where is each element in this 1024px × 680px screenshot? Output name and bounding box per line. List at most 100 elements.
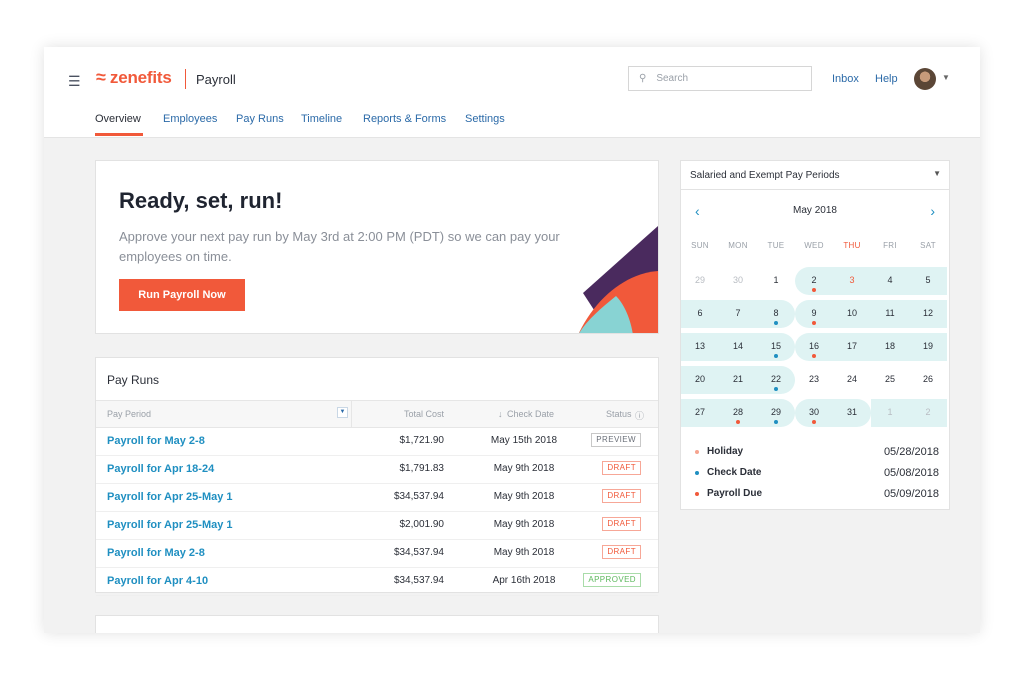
tab-pay-runs[interactable]: Pay Runs xyxy=(236,113,284,125)
calendar-day[interactable]: 28 xyxy=(719,399,757,427)
calendar-day[interactable]: 23 xyxy=(795,366,833,394)
calendar-day[interactable]: 29 xyxy=(757,399,795,427)
pay-period-link[interactable]: Payroll for May 2-8 xyxy=(107,435,205,447)
tab-employees[interactable]: Employees xyxy=(163,113,218,125)
calendar-day-number: 25 xyxy=(884,374,895,384)
pay-period-link[interactable]: Payroll for Apr 4-10 xyxy=(107,575,209,587)
column-status[interactable]: Status xyxy=(606,409,632,419)
menu-icon[interactable]: ☰ xyxy=(68,73,81,89)
calendar-day[interactable]: 10 xyxy=(833,300,871,328)
active-tab-indicator xyxy=(95,133,143,136)
tab-settings[interactable]: Settings xyxy=(465,113,505,125)
check-date: Apr 16th 2018 xyxy=(492,575,556,586)
table-row[interactable]: Payroll for Apr 25-May 1 $2,001.90 May 9th… xyxy=(96,511,658,540)
pay-period-link[interactable]: Payroll for Apr 25-May 1 xyxy=(107,519,233,531)
pay-period-select[interactable]: Salaried and Exempt Pay Periods ▼ xyxy=(681,161,949,190)
table-row[interactable]: Payroll for Apr 25-May 1 $34,537.94 May 9t… xyxy=(96,483,658,512)
run-payroll-button[interactable]: Run Payroll Now xyxy=(119,279,245,311)
chevron-down-icon[interactable]: ▼ xyxy=(942,73,950,82)
column-pay-period[interactable]: Pay Period xyxy=(107,409,152,419)
column-check-date[interactable]: Check Date xyxy=(507,409,555,419)
event-dot-icon xyxy=(812,354,816,358)
calendar-day[interactable]: 1 xyxy=(871,399,909,427)
pay-period-highlight xyxy=(795,399,871,427)
zenefits-logo-mark-icon: ≈ xyxy=(96,67,106,87)
calendar-day[interactable]: 1 xyxy=(757,267,795,295)
column-total-cost[interactable]: Total Cost xyxy=(404,409,445,419)
event-dot-icon xyxy=(736,420,740,424)
calendar-day[interactable]: 22 xyxy=(757,366,795,394)
calendar-day[interactable]: 15 xyxy=(757,333,795,361)
column-divider xyxy=(351,401,352,427)
calendar-day[interactable]: 6 xyxy=(681,300,719,328)
calendar-day-number: 19 xyxy=(922,341,933,351)
help-link[interactable]: Help xyxy=(875,73,898,85)
calendar-day[interactable]: 20 xyxy=(681,366,719,394)
table-row[interactable]: Payroll for May 2-8 $1,721.90 May 15th 201… xyxy=(96,427,658,456)
calendar-day-number: 12 xyxy=(922,308,933,318)
calendar-day-number: 16 xyxy=(808,341,819,351)
calendar-day[interactable]: 14 xyxy=(719,333,757,361)
calendar-day[interactable]: 18 xyxy=(871,333,909,361)
table-row[interactable]: Payroll for Apr 18-24 $1,791.83 May 9th 20… xyxy=(96,455,658,484)
pay-period-link[interactable]: Payroll for Apr 18-24 xyxy=(107,463,215,475)
pay-period-highlight xyxy=(795,300,947,328)
legend-date: 05/09/2018 xyxy=(883,488,939,500)
calendar-day[interactable]: 29 xyxy=(681,267,719,295)
inbox-link[interactable]: Inbox xyxy=(832,73,859,85)
calendar-day[interactable]: 3 xyxy=(833,267,871,295)
calendar-day[interactable]: 21 xyxy=(719,366,757,394)
table-row[interactable]: Payroll for May 2-8 $34,537.94 May 9th 201… xyxy=(96,539,658,568)
calendar-day[interactable]: 24 xyxy=(833,366,871,394)
calendar-day[interactable]: 31 xyxy=(833,399,871,427)
calendar-day[interactable]: 17 xyxy=(833,333,871,361)
calendar-day[interactable]: 26 xyxy=(909,366,947,394)
calendar-day[interactable]: 12 xyxy=(909,300,947,328)
event-dot-icon xyxy=(774,420,778,424)
search-box[interactable]: ⚲ xyxy=(628,66,812,91)
total-cost: $34,537.94 xyxy=(393,491,444,502)
weekday-label: WED xyxy=(804,241,824,250)
legend-dot-icon xyxy=(695,450,699,454)
tab-reports-forms[interactable]: Reports & Forms xyxy=(363,113,447,125)
calendar-day[interactable]: 2 xyxy=(795,267,833,295)
calendar-day[interactable]: 25 xyxy=(871,366,909,394)
calendar-day[interactable]: 5 xyxy=(909,267,947,295)
pay-period-link[interactable]: Payroll for May 2-8 xyxy=(107,547,205,559)
calendar-day-number: 7 xyxy=(735,308,741,318)
zenefits-logo[interactable]: ≈ zenefits xyxy=(96,67,172,88)
check-date: May 9th 2018 xyxy=(493,463,555,474)
filter-dropdown-icon[interactable]: ▼ xyxy=(337,407,348,418)
calendar-day[interactable]: 27 xyxy=(681,399,719,427)
avatar[interactable] xyxy=(914,68,936,90)
calendar-day-number: 1 xyxy=(773,275,779,285)
logo-divider xyxy=(185,69,186,89)
calendar-day[interactable]: 30 xyxy=(719,267,757,295)
calendar-day[interactable]: 13 xyxy=(681,333,719,361)
calendar-day-number: 29 xyxy=(694,275,705,285)
hero-description: Approve your next pay run by May 3rd at … xyxy=(119,229,560,264)
calendar-day[interactable]: 11 xyxy=(871,300,909,328)
previous-month-button[interactable]: ‹ xyxy=(695,203,700,219)
tab-overview[interactable]: Overview xyxy=(95,113,141,125)
calendar-day[interactable]: 2 xyxy=(909,399,947,427)
info-icon[interactable]: ⓘ xyxy=(635,411,645,421)
calendar-day[interactable]: 30 xyxy=(795,399,833,427)
tab-timeline[interactable]: Timeline xyxy=(301,113,343,125)
calendar-day[interactable]: 9 xyxy=(795,300,833,328)
table-row[interactable]: Payroll for Apr 4-10 $34,537.94 Apr 16th 2… xyxy=(96,567,658,596)
calendar-day-number: 14 xyxy=(732,341,743,351)
calendar-day[interactable]: 7 xyxy=(719,300,757,328)
event-dot-icon xyxy=(812,420,816,424)
search-input[interactable] xyxy=(654,72,799,85)
calendar-day-number: 8 xyxy=(773,308,779,318)
next-month-button[interactable]: › xyxy=(930,203,935,219)
pay-period-link[interactable]: Payroll for Apr 25-May 1 xyxy=(107,491,233,503)
calendar-day-number: 5 xyxy=(925,275,931,285)
hero-title: Ready, set, run! xyxy=(119,188,283,213)
calendar-day[interactable]: 4 xyxy=(871,267,909,295)
calendar-day[interactable]: 8 xyxy=(757,300,795,328)
calendar-day[interactable]: 16 xyxy=(795,333,833,361)
calendar-day[interactable]: 19 xyxy=(909,333,947,361)
weekday-label: SAT xyxy=(920,241,936,250)
